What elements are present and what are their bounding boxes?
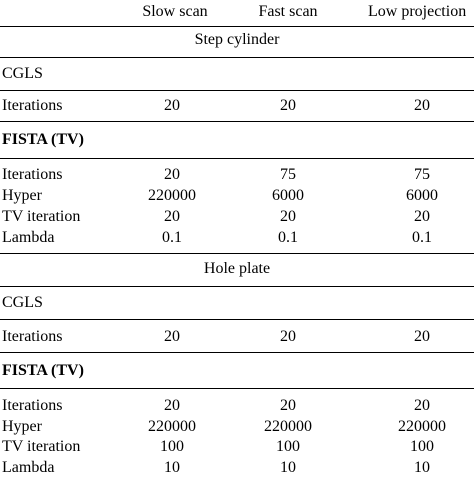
- cell-value: 220000: [398, 418, 446, 435]
- cell-value: 20: [414, 328, 430, 345]
- cell-value: 6000: [406, 187, 438, 204]
- cell-value: 220000: [148, 418, 196, 435]
- method-rule: [0, 158, 474, 159]
- cell-value: 220000: [264, 418, 312, 435]
- cell-value: 0.1: [412, 229, 432, 246]
- row-rule: [0, 121, 474, 122]
- cell-value: 220000: [148, 187, 196, 204]
- cell-value: 20: [414, 208, 430, 225]
- header-low-projection: Low projection: [368, 3, 467, 20]
- section-rule: [0, 57, 474, 58]
- cell-value: 75: [280, 166, 296, 183]
- cell-value: 10: [164, 459, 180, 476]
- method-label-fista: FISTA (TV): [2, 131, 84, 148]
- cell-value: 20: [164, 166, 180, 183]
- cell-value: 20: [164, 208, 180, 225]
- row-label: Iterations: [2, 97, 63, 114]
- section-rule: [0, 286, 474, 287]
- row-rule: [0, 352, 474, 353]
- method-rule: [0, 388, 474, 389]
- cell-value: 20: [280, 397, 296, 414]
- row-label: Hyper: [2, 418, 42, 435]
- cell-value: 20: [164, 397, 180, 414]
- cell-value: 10: [414, 459, 430, 476]
- cell-value: 20: [164, 97, 180, 114]
- cell-value: 0.1: [162, 229, 182, 246]
- cell-value: 6000: [272, 187, 304, 204]
- cell-value: 75: [414, 166, 430, 183]
- cell-value: 20: [164, 328, 180, 345]
- method-label-fista: FISTA (TV): [2, 362, 84, 379]
- row-label: Lambda: [2, 229, 55, 246]
- row-label: Iterations: [2, 328, 63, 345]
- section-title-hole-plate: Hole plate: [203, 260, 271, 277]
- row-label: Hyper: [2, 187, 42, 204]
- cell-value: 20: [280, 97, 296, 114]
- cell-value: 20: [280, 208, 296, 225]
- row-label: Iterations: [2, 166, 63, 183]
- method-rule: [0, 90, 474, 91]
- cell-value: 100: [410, 438, 434, 455]
- row-label: Iterations: [2, 397, 63, 414]
- cell-value: 100: [160, 438, 184, 455]
- cell-value: 0.1: [278, 229, 298, 246]
- cell-value: 20: [280, 328, 296, 345]
- header-slow-scan: Slow scan: [142, 3, 208, 20]
- row-label: TV iteration: [2, 438, 81, 455]
- method-label-cgls: CGLS: [2, 294, 43, 311]
- row-label: Lambda: [2, 459, 55, 476]
- method-label-cgls: CGLS: [2, 65, 43, 82]
- cell-value: 100: [276, 438, 300, 455]
- row-label: TV iteration: [2, 208, 81, 225]
- method-rule: [0, 319, 474, 320]
- section-title-step-cylinder: Step cylinder: [194, 31, 280, 48]
- cell-value: 10: [280, 459, 296, 476]
- header-fast-scan: Fast scan: [258, 3, 318, 20]
- cell-value: 20: [414, 97, 430, 114]
- section-rule: [0, 253, 474, 254]
- cell-value: 20: [414, 397, 430, 414]
- header-rule: [0, 26, 474, 27]
